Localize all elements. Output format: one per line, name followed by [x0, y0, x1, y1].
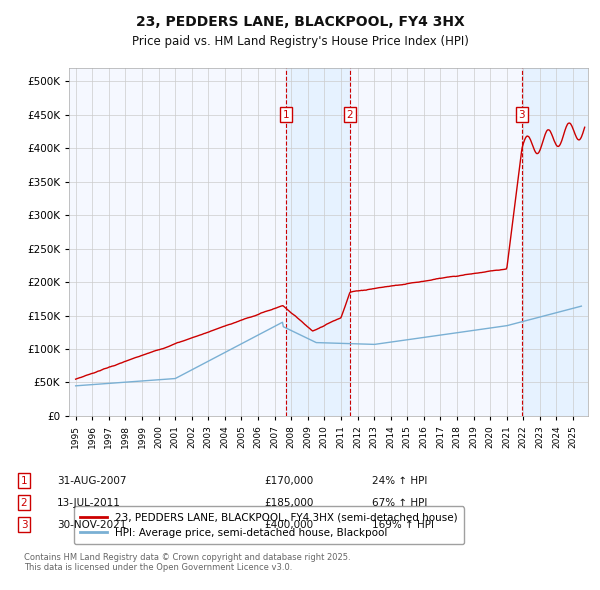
Bar — [286, 68, 350, 416]
Text: 30-NOV-2021: 30-NOV-2021 — [57, 520, 127, 529]
Text: 31-AUG-2007: 31-AUG-2007 — [57, 476, 127, 486]
Text: Contains HM Land Registry data © Crown copyright and database right 2025.: Contains HM Land Registry data © Crown c… — [24, 553, 350, 562]
Text: 1: 1 — [20, 476, 28, 486]
Text: 3: 3 — [20, 520, 28, 529]
Bar — [522, 68, 588, 416]
Text: 2: 2 — [20, 498, 28, 507]
Text: 169% ↑ HPI: 169% ↑ HPI — [372, 520, 434, 529]
Text: 2: 2 — [347, 110, 353, 120]
Text: 13-JUL-2011: 13-JUL-2011 — [57, 498, 121, 507]
Text: 1: 1 — [283, 110, 289, 120]
Text: 23, PEDDERS LANE, BLACKPOOL, FY4 3HX: 23, PEDDERS LANE, BLACKPOOL, FY4 3HX — [136, 15, 464, 29]
Text: £170,000: £170,000 — [264, 476, 313, 486]
Text: This data is licensed under the Open Government Licence v3.0.: This data is licensed under the Open Gov… — [24, 563, 292, 572]
Text: £185,000: £185,000 — [264, 498, 313, 507]
Text: 67% ↑ HPI: 67% ↑ HPI — [372, 498, 427, 507]
Legend: 23, PEDDERS LANE, BLACKPOOL, FY4 3HX (semi-detached house), HPI: Average price, : 23, PEDDERS LANE, BLACKPOOL, FY4 3HX (se… — [74, 506, 464, 544]
Text: 3: 3 — [518, 110, 525, 120]
Text: £400,000: £400,000 — [264, 520, 313, 529]
Text: Price paid vs. HM Land Registry's House Price Index (HPI): Price paid vs. HM Land Registry's House … — [131, 35, 469, 48]
Text: 24% ↑ HPI: 24% ↑ HPI — [372, 476, 427, 486]
